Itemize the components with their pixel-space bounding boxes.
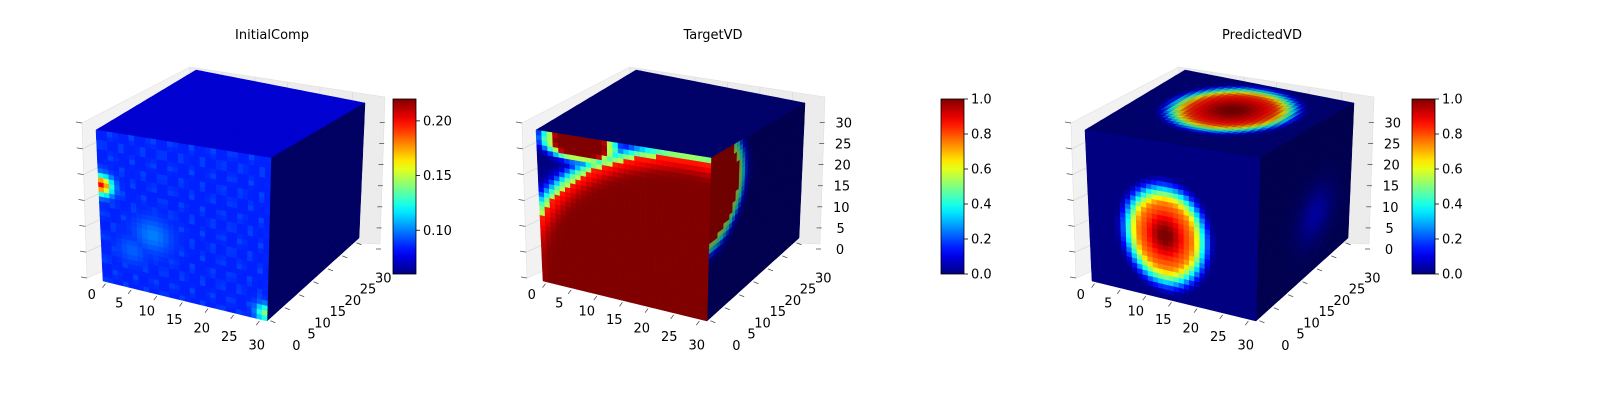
voxel-cell xyxy=(237,152,244,159)
voxel-cell xyxy=(150,138,157,145)
cube-face-front xyxy=(95,129,272,322)
voxel-cell xyxy=(172,142,179,149)
voxel-cell xyxy=(199,146,206,153)
voxel-cell xyxy=(155,139,162,146)
left-wall-tick xyxy=(518,199,525,201)
x-tick-label: 15 xyxy=(166,313,183,328)
x-tick-label: 20 xyxy=(194,322,211,337)
x-tick-label: 5 xyxy=(115,296,123,311)
y-tick-label: 10 xyxy=(314,316,331,331)
voxel-cell xyxy=(194,145,201,152)
voxel-cell xyxy=(166,141,173,148)
left-wall-tick xyxy=(77,173,84,176)
left-wall-tick xyxy=(79,224,86,227)
voxel-cell xyxy=(226,150,233,158)
left-wall-tick xyxy=(76,147,83,150)
left-wall-tick xyxy=(519,224,526,227)
voxel-cell xyxy=(183,143,190,151)
y-tick-label: 30 xyxy=(375,271,392,286)
voxel-cell xyxy=(177,142,184,150)
voxel-cell xyxy=(188,144,195,151)
left-wall-tick xyxy=(517,173,524,176)
voxel-cell xyxy=(254,155,261,162)
voxel-cell xyxy=(106,131,113,138)
y-tick-label: 25 xyxy=(360,283,377,298)
left-wall-tick xyxy=(75,121,83,124)
voxel-cell xyxy=(117,133,124,140)
voxel-cell xyxy=(161,140,168,147)
y-tick-label: 15 xyxy=(329,305,346,320)
x-tick xyxy=(255,320,260,326)
voxel-cell xyxy=(259,156,266,163)
x-tick-label: 25 xyxy=(221,330,238,345)
x-tick-label: 30 xyxy=(249,339,266,354)
voxel-cell xyxy=(248,154,255,161)
voxel-cell xyxy=(123,134,130,141)
colorbar-tick-label: 0.10 xyxy=(423,224,452,239)
voxel-cell xyxy=(221,149,228,157)
y-tick xyxy=(313,281,319,285)
voxel-cell xyxy=(243,153,250,160)
colorbar xyxy=(392,98,417,275)
y-tick-label: 20 xyxy=(345,294,362,309)
cube-face-top xyxy=(95,69,366,159)
voxel-cell xyxy=(144,137,152,144)
left-wall-tick xyxy=(78,199,85,201)
left-wall-tick xyxy=(80,276,88,279)
voxel-cell xyxy=(210,148,217,155)
voxel-cell xyxy=(139,136,146,143)
x-tick xyxy=(153,295,158,301)
panel-title-predictedvd: PredictedVD xyxy=(1222,28,1302,43)
y-tick xyxy=(299,294,305,298)
left-wall-tick xyxy=(80,250,87,253)
left-wall-tick xyxy=(520,276,528,279)
colorbar-tick-label: 0.20 xyxy=(423,114,452,129)
x-tick xyxy=(230,314,235,320)
y-tick xyxy=(284,307,290,311)
x-tick-label: 10 xyxy=(139,305,156,320)
left-wall-tick xyxy=(516,147,523,150)
voxel-cell xyxy=(265,156,272,164)
left-wall-tick xyxy=(520,250,527,253)
x-tick xyxy=(127,289,132,295)
x-tick-label: 0 xyxy=(88,288,96,303)
voxel-cell xyxy=(205,147,212,154)
voxel-cell xyxy=(128,135,135,142)
colorbar-tick-label: 0.15 xyxy=(423,169,452,184)
voxel-cell xyxy=(232,151,239,159)
voxel-cell xyxy=(95,129,102,136)
x-tick xyxy=(179,302,183,307)
voxel-cell xyxy=(101,130,108,137)
y-tick xyxy=(270,320,276,324)
x-tick xyxy=(102,283,106,288)
y-tick xyxy=(342,255,348,259)
y-tick xyxy=(327,268,334,272)
left-wall-tick xyxy=(515,121,523,124)
x-tick xyxy=(204,308,209,313)
voxel-cell xyxy=(216,149,223,156)
panel-title-initialcomp: InitialComp xyxy=(235,28,309,43)
voxel-cell xyxy=(134,135,141,143)
panel-title-targetvd: TargetVD xyxy=(682,28,742,43)
y-tick-label: 0 xyxy=(292,339,300,354)
voxel-cell xyxy=(112,132,119,139)
